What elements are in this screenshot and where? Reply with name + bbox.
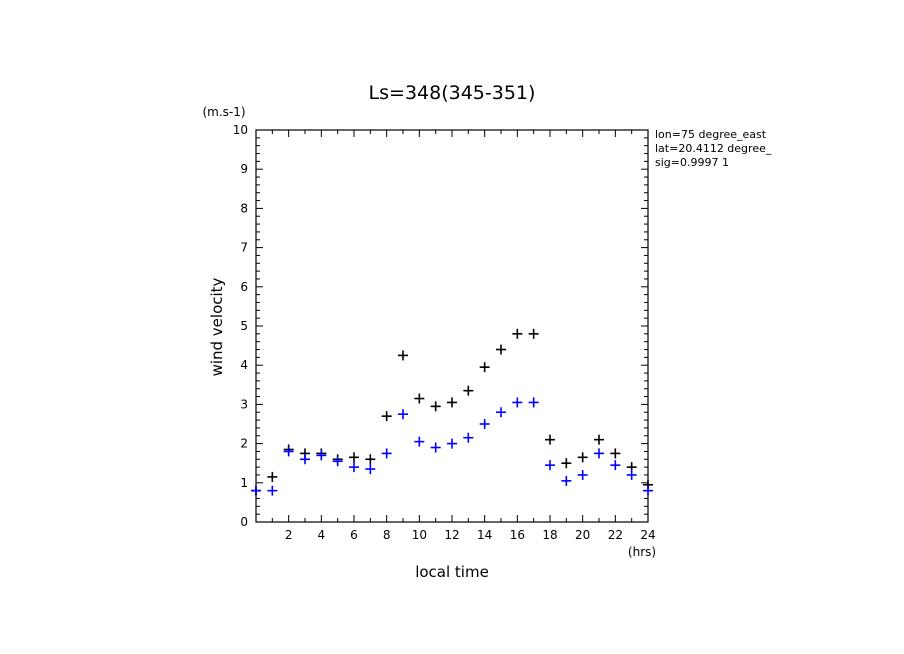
x-tick-label: 18 — [542, 528, 557, 542]
data-point — [594, 434, 604, 445]
data-point — [561, 475, 572, 486]
data-point — [267, 485, 278, 496]
data-point — [610, 460, 621, 471]
y-tick-label: 7 — [240, 241, 248, 255]
data-point — [479, 419, 490, 429]
data-point — [496, 344, 506, 355]
data-point — [283, 446, 294, 457]
data-point — [463, 385, 474, 396]
data-point — [447, 438, 457, 449]
data-point — [414, 393, 425, 404]
data-point — [398, 350, 408, 361]
data-point — [643, 485, 653, 496]
x-axis-label: local time — [415, 563, 489, 581]
data-point — [496, 407, 506, 418]
data-point — [545, 460, 555, 471]
data-point — [430, 442, 441, 453]
y-tick-label: 0 — [240, 515, 248, 529]
data-point — [610, 448, 621, 459]
data-point — [365, 454, 376, 465]
x-tick-label: 6 — [350, 528, 358, 542]
x-tick-label: 10 — [412, 528, 427, 542]
x-tick-label: 8 — [383, 528, 391, 542]
x-tick-label: 4 — [318, 528, 326, 542]
data-point — [349, 452, 359, 463]
y-axis-label: wind velocity — [208, 277, 226, 376]
data-point — [414, 436, 425, 447]
data-point — [300, 454, 310, 465]
data-point — [512, 397, 523, 408]
data-point — [398, 409, 408, 420]
y-unit-label: (m.s-1) — [202, 105, 245, 119]
annotation-sig: sig=0.9997 1 — [655, 156, 729, 169]
data-point — [316, 450, 327, 461]
x-tick-label: 24 — [640, 528, 655, 542]
y-tick-label: 10 — [233, 123, 248, 137]
chart-title: Ls=348(345-351) — [369, 82, 536, 104]
data-point — [561, 458, 572, 469]
y-tick-label: 6 — [240, 280, 248, 294]
data-marks — [251, 328, 653, 496]
data-point — [545, 434, 555, 445]
y-tick-label: 2 — [240, 437, 248, 451]
data-point — [594, 448, 604, 459]
plot-frame — [255, 129, 649, 523]
y-tick-label: 8 — [240, 201, 248, 215]
data-point — [381, 448, 392, 459]
data-point — [479, 362, 490, 373]
data-point — [512, 328, 523, 339]
data-point — [381, 411, 392, 422]
y-tick-label: 3 — [240, 397, 248, 411]
x-tick-label: 20 — [575, 528, 590, 542]
x-tick-label: 14 — [477, 528, 492, 542]
annotation-lat: lat=20.4112 degree_ — [655, 142, 772, 155]
data-point — [332, 456, 343, 467]
y-tick-label: 5 — [240, 319, 248, 333]
y-tick-label: 4 — [240, 358, 248, 372]
data-point — [577, 452, 588, 463]
data-point — [528, 397, 539, 408]
x-tick-label: 2 — [285, 528, 293, 542]
data-point — [430, 401, 441, 412]
data-point — [626, 469, 637, 480]
data-point — [463, 432, 474, 443]
y-tick-label: 9 — [240, 162, 248, 176]
x-unit-label: (hrs) — [628, 545, 656, 559]
x-tick-label: 22 — [608, 528, 623, 542]
x-tick-label: 16 — [510, 528, 525, 542]
annotation-lon: lon=75 degree_east — [655, 128, 767, 141]
data-point — [365, 464, 376, 475]
data-point — [528, 328, 539, 339]
data-point — [267, 471, 278, 482]
data-point — [447, 397, 457, 408]
data-point — [349, 462, 359, 473]
data-point — [577, 469, 588, 480]
data-point — [251, 485, 261, 496]
x-tick-label: 12 — [444, 528, 459, 542]
y-tick-label: 1 — [240, 476, 248, 490]
